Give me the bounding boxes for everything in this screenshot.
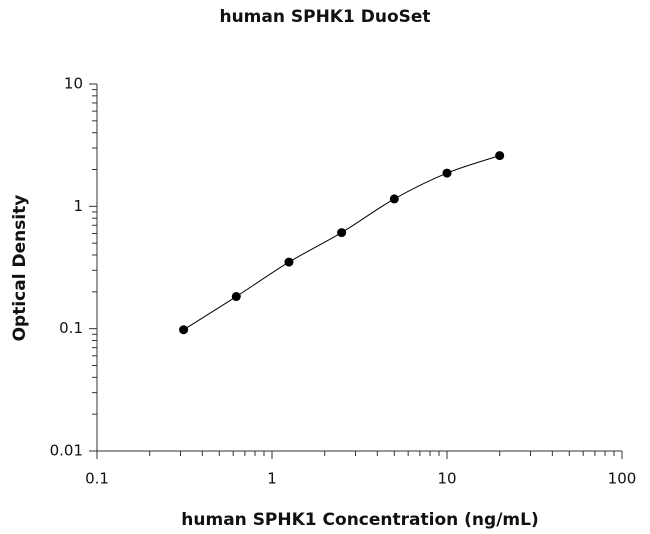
- x-tick-label: 100: [608, 470, 637, 488]
- x-axis-label: human SPHK1 Concentration (ng/mL): [181, 510, 538, 530]
- y-tick-label: 0.01: [50, 442, 83, 460]
- chart-title: human SPHK1 DuoSet: [219, 7, 430, 27]
- x-tick-label: 1: [267, 470, 277, 488]
- x-tick-label: 0.1: [85, 470, 109, 488]
- y-tick-label: 1: [73, 197, 83, 215]
- y-axis-label: Optical Density: [10, 195, 30, 342]
- data-point: [284, 257, 294, 267]
- data-point: [495, 151, 505, 161]
- data-point: [337, 228, 347, 238]
- y-tick-label: 0.1: [59, 319, 83, 337]
- data-point: [389, 194, 399, 204]
- data-point: [442, 168, 452, 178]
- x-tick-label: 10: [437, 470, 456, 488]
- data-point: [231, 292, 241, 302]
- fit-curve: [183, 155, 500, 331]
- data-point: [179, 325, 189, 335]
- y-tick-label: 10: [64, 75, 83, 93]
